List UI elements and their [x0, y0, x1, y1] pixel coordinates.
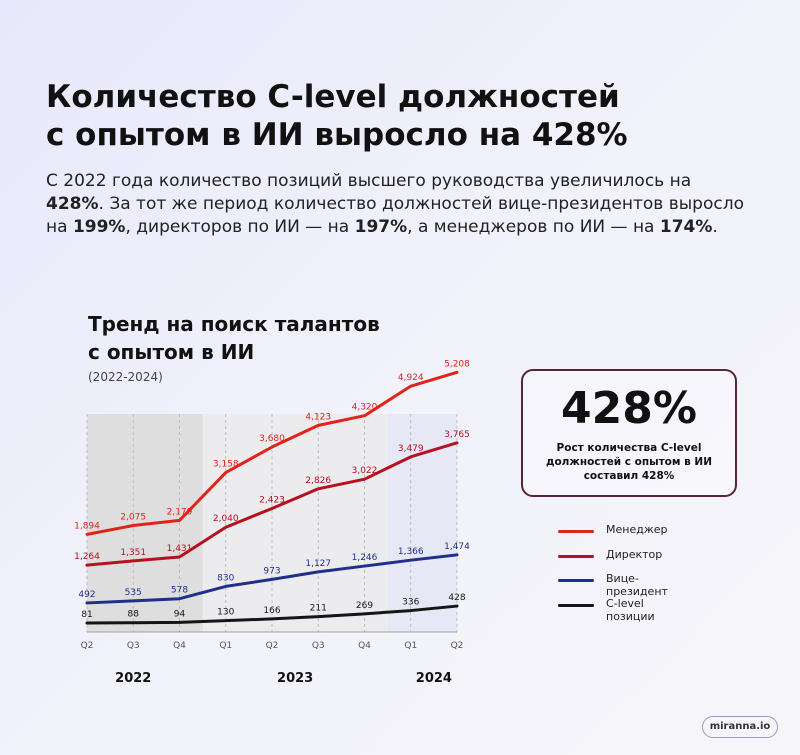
data-label-2-6: 1,246 — [352, 553, 378, 563]
description-text-3: , директоров по ИИ — на — [125, 217, 355, 237]
data-label-2-3: 830 — [217, 573, 234, 583]
data-label-1-0: 1,264 — [74, 552, 100, 562]
data-label-2-7: 1,366 — [398, 547, 424, 557]
series-line-0 — [85, 370, 459, 536]
description-text-2: . За тот же период количество должностей… — [46, 194, 744, 237]
data-label-3-2: 94 — [174, 609, 186, 619]
data-label-1-6: 3,022 — [352, 466, 378, 476]
data-label-1-7: 3,479 — [398, 444, 424, 454]
data-label-0-8: 5,208 — [444, 359, 470, 369]
legend-swatch-clevel — [558, 603, 594, 607]
page-title-line-2: с опытом в ИИ выросло на 428% — [46, 117, 628, 153]
data-label-1-3: 2,040 — [213, 514, 239, 524]
data-label-3-1: 88 — [128, 610, 140, 620]
x-tick-label-6: Q4 — [358, 641, 371, 651]
data-label-0-6: 4,320 — [352, 403, 378, 413]
chart-title-line-1: Тренд на поиск талантов — [88, 312, 380, 336]
legend-label-vp: Вице-президент — [606, 572, 668, 598]
data-label-0-0: 1,894 — [74, 521, 100, 531]
chart-title-line-2: с опытом в ИИ — [88, 340, 255, 364]
series-line-1 — [85, 441, 459, 567]
data-label-3-0: 81 — [81, 610, 92, 620]
year-label-2023: 2023 — [277, 671, 313, 686]
legend-swatch-manager — [558, 530, 594, 533]
data-label-3-6: 269 — [356, 601, 373, 611]
x-tick-label-2: Q4 — [173, 641, 186, 651]
data-label-0-2: 2,179 — [167, 507, 193, 517]
x-tick-label-5: Q3 — [312, 641, 325, 651]
data-label-2-1: 535 — [125, 588, 142, 598]
year-label-2022: 2022 — [115, 671, 151, 686]
x-tick-label-1: Q3 — [127, 641, 140, 651]
data-label-3-4: 166 — [263, 606, 280, 616]
data-label-0-5: 4,123 — [305, 412, 331, 422]
x-tick-label-4: Q2 — [266, 641, 279, 651]
description-bold-2: 199% — [72, 217, 126, 237]
description-text-4: , а менеджеров по ИИ — на — [407, 217, 660, 237]
legend-label-clevel: C-level позиции — [606, 596, 655, 623]
data-label-2-8: 1,474 — [444, 542, 470, 552]
description-text-1: С 2022 года количество позиций высшего р… — [46, 171, 692, 191]
description-bold-4: 174% — [659, 217, 713, 237]
chart-subtitle: (2022-2024) — [88, 370, 163, 384]
x-tick-label-7: Q1 — [404, 641, 417, 651]
legend-label-manager: Менеджер — [606, 523, 668, 536]
data-label-0-1: 2,075 — [120, 513, 146, 523]
legend-swatch-director — [558, 554, 594, 558]
data-label-2-4: 973 — [263, 566, 280, 576]
data-label-3-5: 211 — [310, 604, 327, 614]
description-text-5: . — [712, 217, 718, 237]
data-label-0-4: 3,680 — [259, 434, 285, 444]
data-label-2-2: 578 — [171, 586, 188, 596]
data-label-3-3: 130 — [217, 608, 234, 618]
data-label-1-1: 1,351 — [120, 548, 146, 558]
stat-card: 428% Рост количества C-level должностей … — [521, 369, 737, 497]
data-label-0-3: 3,158 — [213, 460, 239, 470]
year-band-2024 — [387, 414, 457, 632]
data-label-1-4: 2,423 — [259, 495, 285, 505]
description-bold-1: 428% — [46, 194, 99, 214]
legend-swatch-vp — [558, 579, 594, 582]
stat-value: 428% — [561, 383, 697, 434]
x-tick-label-3: Q1 — [219, 641, 232, 651]
legend-label-director: Директор — [606, 547, 663, 561]
x-tick-label-8: Q2 — [451, 641, 464, 651]
x-tick-label-0: Q2 — [81, 641, 94, 651]
series-line-2 — [85, 553, 459, 605]
brand-watermark: miranna.io — [702, 716, 778, 738]
description-bold-3: 197% — [354, 217, 408, 237]
data-label-1-2: 1,431 — [167, 544, 193, 554]
year-label-2024: 2024 — [416, 671, 452, 686]
data-label-2-0: 492 — [78, 590, 95, 600]
page-title-line-1: Количество C-level должностей — [46, 79, 620, 115]
description: С 2022 года количество позиций высшего р… — [46, 170, 746, 239]
data-label-1-8: 3,765 — [444, 430, 470, 440]
stat-caption: Рост количества C-level должностей с опы… — [545, 442, 712, 482]
data-label-2-5: 1,127 — [305, 559, 331, 569]
series-line-3 — [85, 604, 459, 625]
data-label-3-8: 428 — [448, 593, 465, 603]
data-label-0-7: 4,924 — [398, 373, 424, 383]
chart-title: Тренд на поиск талантов с опытом в ИИ — [88, 310, 488, 366]
page-title: Количество C-level должностей с опытом в… — [46, 78, 766, 154]
data-label-3-7: 336 — [402, 598, 419, 608]
data-label-1-5: 2,826 — [305, 476, 331, 486]
